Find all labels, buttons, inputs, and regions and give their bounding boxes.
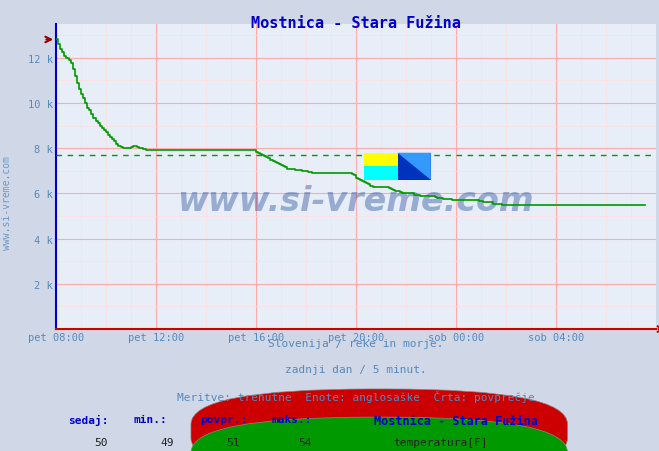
Text: Slovenija / reke in morje.: Slovenija / reke in morje. <box>268 339 444 349</box>
Bar <box>397 153 431 180</box>
Text: zadnji dan / 5 minut.: zadnji dan / 5 minut. <box>285 364 427 374</box>
Text: 49: 49 <box>160 437 174 447</box>
Text: 50: 50 <box>94 437 107 447</box>
Text: 51: 51 <box>226 437 240 447</box>
Bar <box>364 167 397 180</box>
Text: maks.:: maks.: <box>272 414 312 423</box>
FancyBboxPatch shape <box>191 417 567 451</box>
Polygon shape <box>397 153 431 180</box>
Text: www.si-vreme.com: www.si-vreme.com <box>1 156 12 250</box>
Text: 54: 54 <box>298 437 312 447</box>
Text: Mostnica - Stara Fužina: Mostnica - Stara Fužina <box>251 16 461 31</box>
Text: www.si-vreme.com: www.si-vreme.com <box>177 185 534 218</box>
FancyBboxPatch shape <box>191 389 567 451</box>
Text: povpr.:: povpr.: <box>200 414 247 423</box>
Text: min.:: min.: <box>134 414 168 423</box>
Text: temperatura[F]: temperatura[F] <box>393 437 488 447</box>
Text: Meritve: trenutne  Enote: anglosaške  Črta: povprečje: Meritve: trenutne Enote: anglosaške Črta… <box>177 390 534 402</box>
Text: Mostnica - Stara Fužina: Mostnica - Stara Fužina <box>374 414 538 427</box>
Text: sedaj:: sedaj: <box>68 414 109 425</box>
Bar <box>364 153 397 167</box>
